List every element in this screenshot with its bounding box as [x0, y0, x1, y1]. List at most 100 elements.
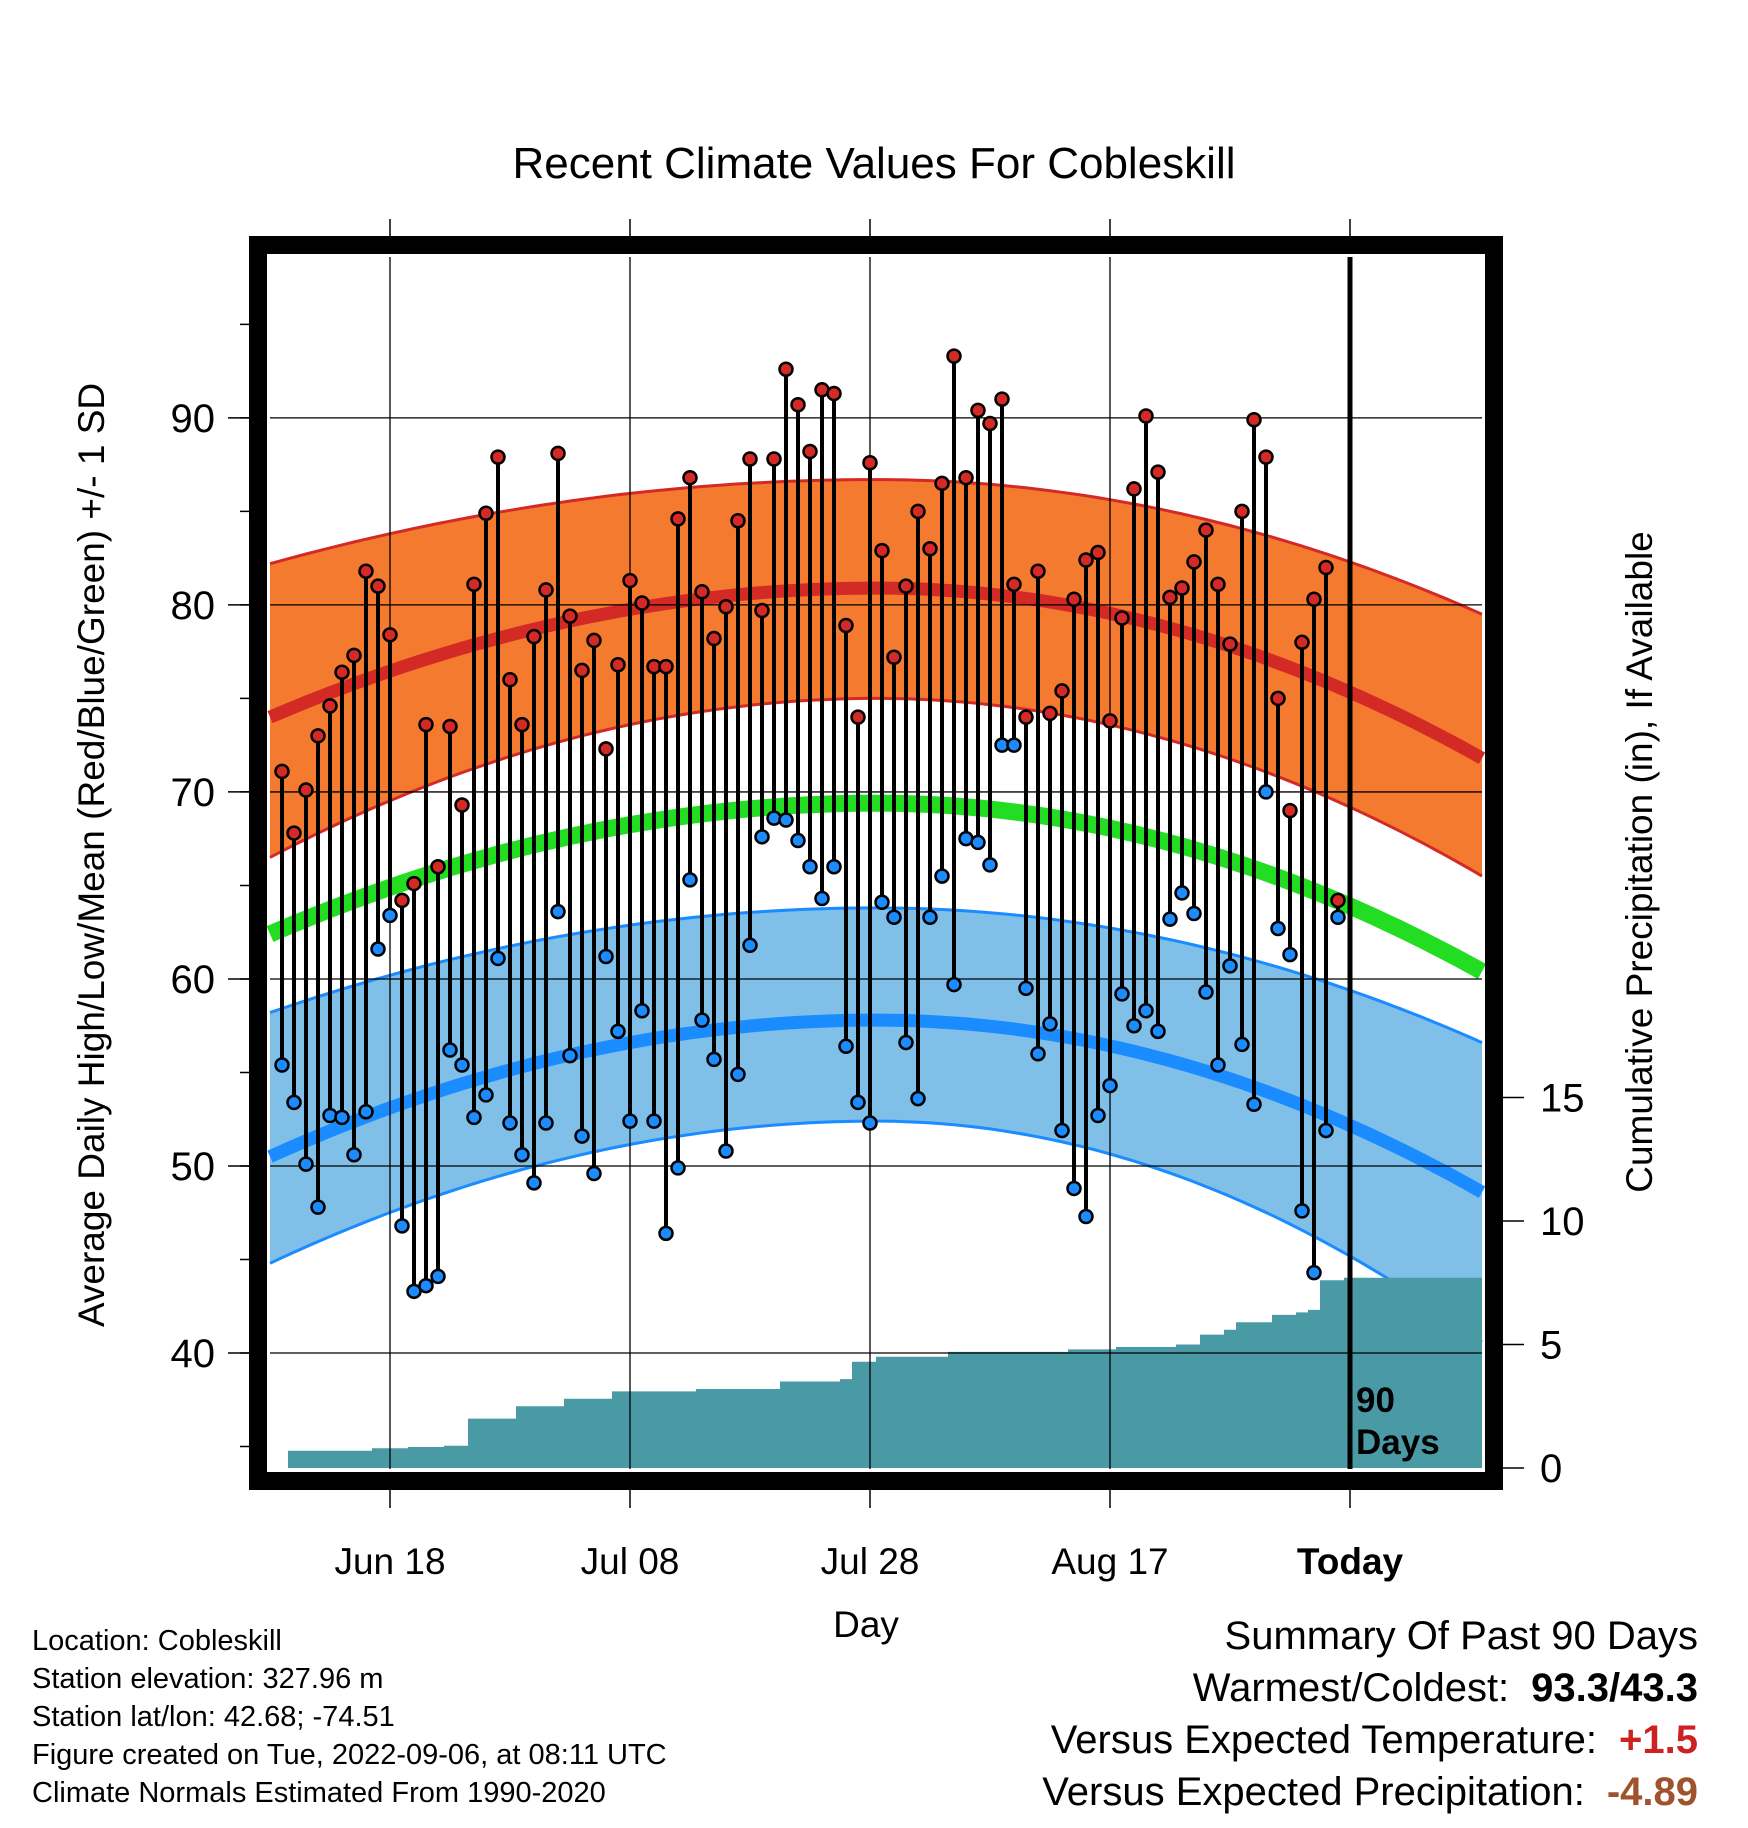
low-point	[838, 1038, 854, 1055]
low-point	[802, 858, 818, 875]
today-days-label: 90 Days	[1356, 1381, 1440, 1462]
high-point	[382, 627, 398, 643]
summary-heading: Summary Of Past 90 Days	[1224, 1614, 1698, 1658]
high-point	[850, 709, 866, 725]
precip-label: Versus Expected Precipitation:	[1042, 1770, 1585, 1814]
high-point	[1018, 709, 1034, 725]
low-point	[490, 950, 506, 967]
high-point	[418, 716, 434, 733]
low-point	[370, 941, 386, 957]
temp-row: Versus Expected Temperature: +1.5	[1042, 1714, 1698, 1766]
low-point	[754, 829, 770, 845]
low-point	[850, 1094, 866, 1111]
high-point	[1306, 591, 1322, 608]
today-marker: 90 Days	[1347, 257, 1440, 1469]
low-point	[826, 858, 842, 875]
precipitation-area	[276, 1277, 1482, 1468]
high-point	[454, 797, 470, 813]
low-point	[562, 1047, 578, 1064]
high-point	[1222, 636, 1238, 652]
low-point	[934, 868, 950, 884]
low-point	[1126, 1017, 1142, 1034]
high-point	[1318, 559, 1334, 576]
high-point	[1078, 552, 1094, 568]
today-days-label-line: Days	[1356, 1423, 1440, 1462]
high-point	[1174, 580, 1190, 596]
low-point	[358, 1104, 374, 1120]
high-point	[754, 602, 770, 619]
x-tick-label: Jul 28	[821, 1541, 920, 1582]
high-point	[1126, 481, 1142, 497]
high-point	[766, 451, 782, 467]
high-point	[526, 628, 542, 645]
summary-panel: Summary Of Past 90 Days Warmest/Coldest:…	[1042, 1610, 1698, 1818]
low-point	[778, 812, 794, 828]
low-point	[886, 909, 902, 925]
high-point	[394, 892, 410, 909]
high-point	[430, 858, 446, 875]
high-point	[478, 505, 494, 521]
x-tick-label: Jul 08	[581, 1541, 680, 1582]
high-point	[1198, 522, 1214, 538]
high-point	[358, 563, 374, 579]
low-point	[454, 1057, 470, 1073]
high-point	[910, 503, 926, 520]
low-point	[1258, 784, 1274, 800]
low-point	[466, 1109, 482, 1126]
high-point	[958, 469, 974, 486]
low-point	[526, 1175, 542, 1191]
high-point	[742, 451, 758, 467]
high-point	[634, 595, 650, 611]
high-point	[1066, 591, 1082, 608]
location-text: Location: Cobleskill	[32, 1625, 282, 1657]
high-point	[1054, 683, 1070, 699]
low-point	[1162, 911, 1178, 927]
high-point	[406, 875, 422, 892]
high-point	[1150, 464, 1166, 480]
high-point	[1102, 713, 1118, 729]
y2-tick-label: 10	[1540, 1200, 1585, 1244]
high-point	[1282, 802, 1298, 819]
low-point	[670, 1160, 686, 1176]
y2-axis-label: Cumulative Precipitation (in), If Availa…	[1619, 531, 1660, 1193]
low-point	[1150, 1023, 1166, 1040]
high-point	[838, 617, 854, 634]
y2-tick-label: 5	[1540, 1324, 1562, 1368]
low-point	[406, 1283, 422, 1300]
low-point	[634, 1003, 650, 1019]
high-point	[1330, 892, 1346, 909]
y-tick-label: 60	[171, 958, 216, 1002]
low-point	[1246, 1096, 1262, 1113]
low-point	[970, 834, 986, 851]
low-point	[550, 903, 566, 920]
low-point	[1114, 986, 1130, 1002]
y2-tick-label: 15	[1540, 1077, 1585, 1121]
low-point	[982, 857, 998, 873]
high-point	[274, 763, 290, 780]
low-point	[946, 976, 962, 993]
high-point	[934, 475, 950, 492]
low-point	[1294, 1203, 1310, 1219]
high-point	[1030, 563, 1046, 579]
high-point	[790, 397, 806, 413]
normals-text: Climate Normals Estimated From 1990-2020	[32, 1777, 606, 1809]
low-point	[742, 937, 758, 954]
y2-tick-label: 0	[1540, 1447, 1562, 1491]
y-tick-label: 50	[171, 1145, 216, 1189]
low-point	[1078, 1208, 1094, 1225]
low-point	[922, 909, 938, 925]
low-point	[718, 1143, 734, 1159]
high-point	[286, 825, 302, 841]
low-point	[346, 1147, 362, 1163]
low-point	[658, 1225, 674, 1242]
high-point	[898, 578, 914, 594]
high-point	[670, 511, 686, 527]
high-point	[514, 716, 530, 733]
low-point	[298, 1156, 314, 1172]
high-point	[598, 741, 614, 757]
low-point	[790, 832, 806, 849]
low-point	[1066, 1180, 1082, 1197]
high-point	[466, 576, 482, 593]
high-point	[1042, 705, 1058, 722]
high-point	[994, 391, 1010, 407]
